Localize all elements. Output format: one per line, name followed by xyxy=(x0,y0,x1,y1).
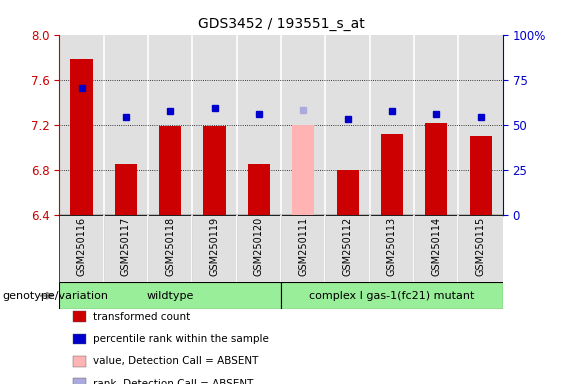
Bar xyxy=(281,215,325,282)
Bar xyxy=(459,215,503,282)
Bar xyxy=(71,60,93,215)
Bar xyxy=(281,35,325,215)
Text: GSM250111: GSM250111 xyxy=(298,217,308,276)
Bar xyxy=(148,215,192,282)
Bar xyxy=(425,122,447,215)
Text: GSM250113: GSM250113 xyxy=(387,217,397,276)
Bar xyxy=(281,282,503,309)
Bar xyxy=(237,35,281,215)
Text: GSM250120: GSM250120 xyxy=(254,217,264,276)
Bar xyxy=(370,215,414,282)
Bar xyxy=(237,215,281,282)
Bar xyxy=(459,35,503,215)
Bar xyxy=(325,215,370,282)
Bar xyxy=(248,164,270,215)
Bar xyxy=(414,35,459,215)
Bar xyxy=(59,282,281,309)
Bar xyxy=(414,215,459,282)
Bar xyxy=(370,35,414,215)
Bar xyxy=(470,136,492,215)
Text: rank, Detection Call = ABSENT: rank, Detection Call = ABSENT xyxy=(93,379,253,384)
Text: GSM250114: GSM250114 xyxy=(431,217,441,276)
Bar xyxy=(203,126,225,215)
Title: GDS3452 / 193551_s_at: GDS3452 / 193551_s_at xyxy=(198,17,364,31)
Bar xyxy=(104,35,148,215)
Text: GSM250117: GSM250117 xyxy=(121,217,131,276)
Text: GSM250112: GSM250112 xyxy=(342,217,353,276)
Bar xyxy=(292,125,314,215)
Text: percentile rank within the sample: percentile rank within the sample xyxy=(93,334,268,344)
Text: transformed count: transformed count xyxy=(93,312,190,322)
Bar xyxy=(104,215,148,282)
Bar xyxy=(381,134,403,215)
Bar xyxy=(59,35,104,215)
Text: GSM250119: GSM250119 xyxy=(210,217,220,276)
Bar xyxy=(59,215,104,282)
Bar xyxy=(115,164,137,215)
Text: value, Detection Call = ABSENT: value, Detection Call = ABSENT xyxy=(93,356,258,366)
Text: complex I gas-1(fc21) mutant: complex I gas-1(fc21) mutant xyxy=(309,291,475,301)
Bar xyxy=(337,170,359,215)
Text: wildtype: wildtype xyxy=(146,291,194,301)
Text: genotype/variation: genotype/variation xyxy=(3,291,109,301)
Bar xyxy=(325,35,370,215)
Bar xyxy=(159,126,181,215)
Bar xyxy=(192,215,237,282)
Bar xyxy=(148,35,192,215)
Bar xyxy=(192,35,237,215)
Text: GSM250115: GSM250115 xyxy=(476,217,486,276)
Text: GSM250116: GSM250116 xyxy=(76,217,86,276)
Text: GSM250118: GSM250118 xyxy=(165,217,175,276)
